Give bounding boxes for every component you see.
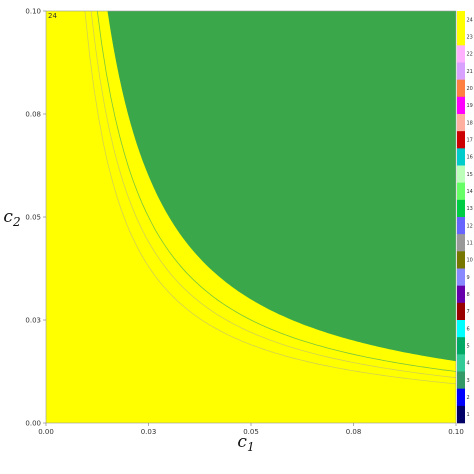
- colorbar-label: 8: [467, 292, 470, 298]
- colorbar-label: 21: [467, 69, 473, 75]
- y-tick-label: 0.03: [25, 317, 41, 325]
- plot-area: [46, 11, 456, 423]
- colorbar-swatch: [457, 45, 465, 63]
- x-tick-label: 0.10: [448, 428, 464, 436]
- x-axis-label: c1: [237, 432, 254, 454]
- colorbar-swatch: [457, 28, 465, 46]
- colorbar-swatch: [457, 405, 465, 424]
- colorbar-label: 20: [467, 86, 473, 92]
- colorbar-swatch: [457, 131, 465, 149]
- colorbar-label: 11: [467, 241, 473, 247]
- y-tick-label: 0.00: [25, 420, 41, 428]
- y-axis-label-main: c: [3, 207, 13, 227]
- colorbar-label: 18: [467, 120, 473, 126]
- colorbar-swatch: [457, 285, 465, 304]
- y-axis-label-subscript: 2: [12, 215, 21, 229]
- y-axis: 0.00 0.03 0.05 0.08 0.10: [25, 8, 46, 428]
- colorbar-label: 1: [467, 412, 470, 418]
- colorbar-swatch: [457, 371, 465, 389]
- fringe-curve: [96, 11, 456, 372]
- colorbar-label: 24: [467, 17, 473, 23]
- corner-annotation: 24: [48, 12, 57, 20]
- region-green-fringe: [107, 11, 456, 362]
- colorbar-swatch: [457, 388, 465, 407]
- colorbar-label: 9: [467, 275, 470, 281]
- colorbar-swatch: [457, 268, 465, 286]
- colorbar-label: 14: [467, 189, 473, 195]
- colorbar-label: 3: [467, 378, 470, 384]
- colorbar-swatch: [457, 62, 465, 80]
- colorbar-label: 16: [467, 155, 473, 161]
- colorbar-label: 10: [467, 258, 473, 264]
- colorbar-swatch: [457, 217, 465, 235]
- colorbar-label: 15: [467, 172, 473, 178]
- colorbar-label: 12: [467, 223, 473, 229]
- x-tick-label: 0.08: [346, 428, 362, 436]
- fringe-curve: [90, 11, 456, 379]
- colorbar-swatch: [457, 251, 465, 269]
- fringe-curve: [84, 11, 456, 385]
- colorbar-swatch: [457, 234, 465, 252]
- colorbar-label: 6: [467, 326, 470, 332]
- x-axis: 0.00 0.03 0.05 0.08 0.10: [38, 423, 464, 436]
- x-tick-label: 0.05: [243, 428, 259, 436]
- colorbar-label: 13: [467, 206, 473, 212]
- x-tick-label: 0.00: [38, 428, 54, 436]
- colorbar-swatch: [457, 320, 465, 338]
- colorbar-label: 17: [467, 138, 473, 144]
- colorbar-label: 22: [467, 52, 473, 58]
- y-axis-label: c2: [3, 207, 20, 229]
- colorbar-swatch: [457, 182, 465, 201]
- colorbar-swatch: [457, 114, 465, 132]
- colorbar-swatch: [457, 199, 465, 218]
- colorbar-label: 7: [467, 309, 470, 315]
- y-tick-label: 0.08: [25, 111, 41, 119]
- x-axis-label-main: c: [237, 432, 247, 452]
- colorbar-label: 2: [467, 395, 470, 401]
- colorbar-swatch: [457, 79, 465, 98]
- x-tick-label: 0.03: [141, 428, 157, 436]
- colorbar-swatch: [457, 148, 465, 166]
- colorbar-label: 19: [467, 103, 473, 109]
- colorbar-swatch: [457, 11, 465, 29]
- colorbar-swatch: [457, 354, 465, 372]
- colorbar-swatch: [457, 337, 465, 355]
- colorbar-label: 23: [467, 35, 473, 41]
- y-tick-label: 0.10: [25, 8, 41, 16]
- colorbar-label: 5: [467, 344, 470, 350]
- colorbar-swatch: [457, 302, 465, 321]
- colorbar-label: 4: [467, 361, 470, 367]
- colorbar-swatch: [457, 165, 465, 183]
- colorbar-swatch: [457, 96, 465, 115]
- y-tick-label: 0.05: [25, 214, 41, 222]
- x-axis-label-subscript: 1: [247, 440, 255, 454]
